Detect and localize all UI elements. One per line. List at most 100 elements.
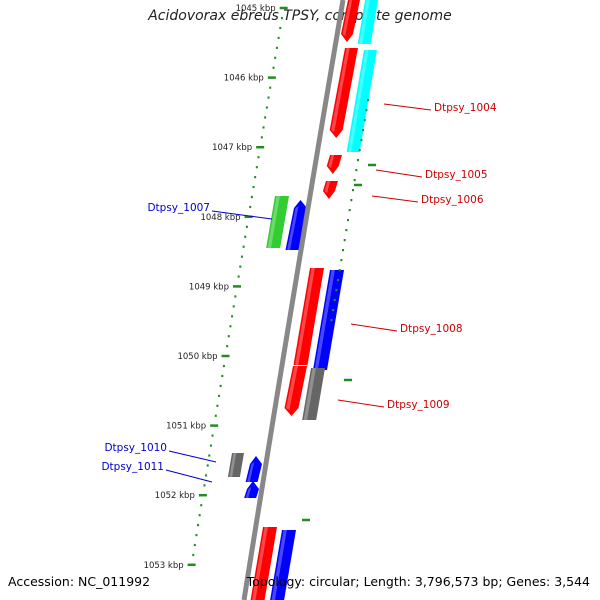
gene-label-dtpsy-1006: Dtpsy_1006 xyxy=(371,194,484,206)
track-dot xyxy=(345,229,348,232)
track-dot xyxy=(279,26,282,30)
track-dot xyxy=(193,543,196,547)
track-dot xyxy=(257,156,260,159)
track-dot xyxy=(254,176,257,179)
gene-label-dtpsy-1005: Dtpsy_1005 xyxy=(375,169,488,181)
track-dot xyxy=(355,169,358,172)
label-layer: Dtpsy_1004 Dtpsy_1005 Dtpsy_1006 Dtpsy_1007… xyxy=(101,102,497,483)
gene-blue-1007 xyxy=(285,200,307,250)
track-dot xyxy=(244,235,247,238)
track-dot xyxy=(205,474,208,477)
tick-label: 1051 kbp xyxy=(166,422,206,432)
track-dot xyxy=(277,36,280,40)
gene-label-dtpsy-1007: Dtpsy_1007 xyxy=(147,202,273,220)
gene-label-dtpsy-1004: Dtpsy_1004 xyxy=(383,102,497,114)
track-dot xyxy=(343,239,346,242)
track-dot xyxy=(240,255,243,258)
track-dot xyxy=(192,553,195,557)
gene-name[interactable]: Dtpsy_1008 xyxy=(400,323,463,335)
track-dot xyxy=(272,66,275,69)
tick-1045: 1045 kbp xyxy=(236,4,288,69)
tick-1051: 1051 kbp xyxy=(166,422,219,487)
gene-blue-1011 xyxy=(244,481,259,498)
gene-red-top xyxy=(341,0,360,42)
leader-line xyxy=(371,195,419,203)
gene-label-dtpsy-1008: Dtpsy_1008 xyxy=(350,323,463,335)
gene-green-1007 xyxy=(266,196,289,248)
tick-label: 1047 kbp xyxy=(212,143,252,153)
track-dot xyxy=(367,99,370,102)
track-dot xyxy=(362,129,365,132)
gene-blue-1010 xyxy=(245,456,262,482)
gene-cyan-1004 xyxy=(346,50,377,152)
track-dot xyxy=(347,219,350,222)
leader-line xyxy=(168,450,217,463)
tick-label: 1046 kbp xyxy=(224,74,264,84)
gene-red-1009 xyxy=(284,366,307,416)
track-dot xyxy=(275,46,278,49)
tick-label: 1050 kbp xyxy=(177,352,217,362)
track-dot xyxy=(211,434,214,437)
track-dot xyxy=(195,533,198,537)
leader-line xyxy=(375,169,423,178)
track-dot xyxy=(214,414,217,417)
track-dot xyxy=(267,96,270,99)
track-dot xyxy=(262,126,265,129)
tick-label: 1053 kbp xyxy=(144,561,184,571)
gene-label-dtpsy-1011: Dtpsy_1011 xyxy=(101,461,213,483)
genome-backbone xyxy=(241,0,346,600)
gene-gray-1010 xyxy=(227,453,244,477)
track-dot xyxy=(227,335,230,338)
gene-red-1004 xyxy=(329,48,358,138)
gene-layer xyxy=(227,0,379,600)
gene-name[interactable]: Dtpsy_1004 xyxy=(434,102,497,114)
track-dot xyxy=(358,149,361,152)
track-dot xyxy=(249,205,252,209)
gene-red-1008 xyxy=(293,268,324,365)
tick-label: 1048 kbp xyxy=(200,213,240,223)
track-dot xyxy=(250,195,253,199)
track-dot xyxy=(239,265,242,268)
track-dot xyxy=(280,16,283,20)
gene-name[interactable]: Dtpsy_1005 xyxy=(425,169,488,181)
tick-1048: 1048 kbp xyxy=(200,213,253,278)
track-dot xyxy=(365,109,368,112)
gene-name[interactable]: Dtpsy_1010 xyxy=(104,442,167,454)
gene-name[interactable]: Dtpsy_1007 xyxy=(147,202,210,214)
track-dot xyxy=(360,139,363,142)
track-dot xyxy=(338,269,341,272)
gene-blue-bottom xyxy=(270,530,296,600)
track-dot xyxy=(265,106,268,109)
track-dot xyxy=(232,305,235,308)
gene-name[interactable]: Dtpsy_1011 xyxy=(101,461,164,473)
track-dot xyxy=(216,404,219,407)
track-dot xyxy=(198,514,201,517)
track-dot xyxy=(208,454,211,457)
track-dot xyxy=(229,325,232,328)
track-dot xyxy=(260,136,263,139)
gene-name[interactable]: Dtpsy_1006 xyxy=(421,194,484,206)
gene-red-1006 xyxy=(322,181,338,199)
track-dot xyxy=(337,279,340,282)
track-dot xyxy=(330,319,333,322)
track-dot xyxy=(350,199,353,202)
gene-name[interactable]: Dtpsy_1009 xyxy=(387,399,450,411)
tick-1046: 1046 kbp xyxy=(224,74,276,139)
track-dot xyxy=(221,374,224,378)
track-dot xyxy=(197,524,200,527)
track-dot xyxy=(335,289,338,292)
gene-red-1005 xyxy=(326,155,342,174)
track-dot xyxy=(255,166,258,169)
track-dot xyxy=(206,464,209,467)
gene-blue-1008 xyxy=(313,270,344,370)
track-dot xyxy=(264,116,267,119)
track-dot xyxy=(274,56,277,59)
track-dot xyxy=(342,249,345,252)
track-dot xyxy=(219,384,222,388)
accession-text: Accession: NC_011992 xyxy=(8,574,151,589)
track-dot xyxy=(231,315,234,318)
track-dot xyxy=(348,209,351,212)
track-dot xyxy=(234,295,237,298)
track-dot xyxy=(252,185,255,189)
